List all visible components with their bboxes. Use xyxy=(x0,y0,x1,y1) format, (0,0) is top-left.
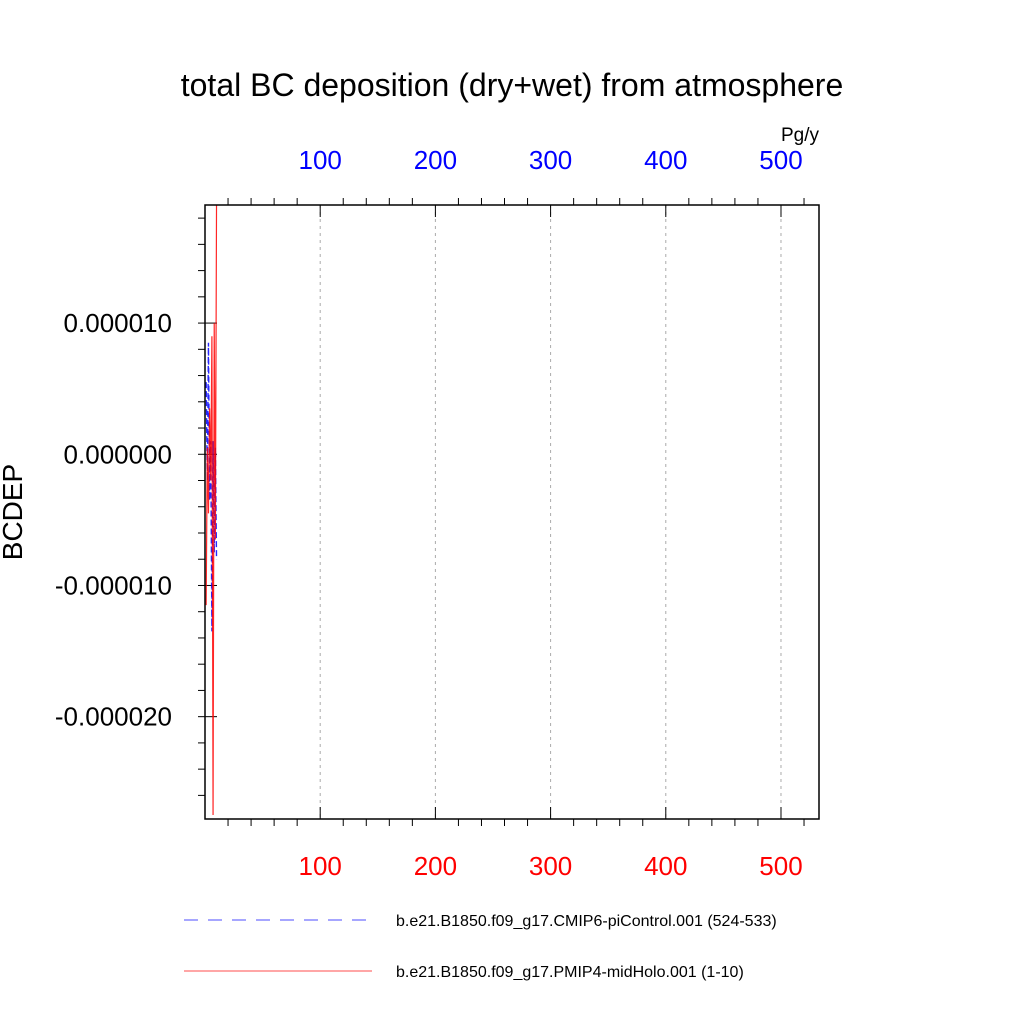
y-tick-label: 0.000000 xyxy=(64,439,172,469)
x-tick-label-top: 500 xyxy=(759,145,802,175)
plot-frame xyxy=(204,204,820,820)
y-tick-label: 0.000010 xyxy=(64,308,172,338)
x-tick-label-bottom: 100 xyxy=(299,851,342,881)
legend: b.e21.B1850.f09_g17.CMIP6-piControl.001 … xyxy=(184,913,777,981)
chart-title: total BC deposition (dry+wet) from atmos… xyxy=(181,67,844,103)
x-tick-label-top: 400 xyxy=(644,145,687,175)
units-label: Pg/y xyxy=(781,125,820,146)
y-tick-label: -0.000010 xyxy=(55,570,172,600)
grid-lines xyxy=(319,205,782,819)
series-line-2 xyxy=(205,204,218,816)
axis-ticks xyxy=(198,198,805,826)
series-line-1 xyxy=(205,342,218,632)
legend-label-series-2: b.e21.B1850.f09_g17.PMIP4-midHolo.001 (1… xyxy=(396,964,744,981)
x-tick-label-bottom: 400 xyxy=(644,851,687,881)
plot-series xyxy=(205,204,218,816)
x-tick-label-bottom: 500 xyxy=(759,851,802,881)
x-tick-label-top: 300 xyxy=(529,145,572,175)
y-axis-label: BCDEP xyxy=(0,464,28,560)
x-tick-label-bottom: 300 xyxy=(529,851,572,881)
y-tick-label: -0.000020 xyxy=(55,702,172,732)
legend-label-series-1: b.e21.B1850.f09_g17.CMIP6-piControl.001 … xyxy=(396,913,777,930)
x-tick-label-bottom: 200 xyxy=(414,851,457,881)
x-tick-label-top: 200 xyxy=(414,145,457,175)
x-tick-label-top: 100 xyxy=(299,145,342,175)
tick-labels: 100 100 200 200 300 300 400 400 500 500 -0.000020 -… xyxy=(55,145,803,881)
